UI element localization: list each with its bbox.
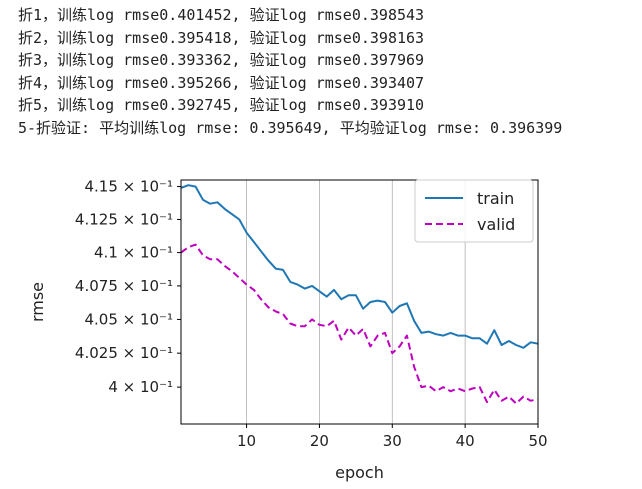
x-tick-label: 10 [237,432,256,450]
x-tick-label: 50 [528,432,547,450]
legend-box [414,179,534,243]
training-log: 折1，训练log rmse0.401452, 验证log rmse0.39854… [18,4,562,140]
log-line: 折5，训练log rmse0.392745, 验证log rmse0.39391… [18,96,425,115]
y-tick-label: 4.025 × 10⁻¹ [75,344,173,362]
y-axis-label: rmse [28,282,47,322]
legend: train valid [414,179,534,243]
legend-label-valid: valid [477,215,515,234]
x-tick-label: 40 [456,432,475,450]
y-tick-label: 4.125 × 10⁻¹ [75,210,173,228]
plot-frame [180,179,539,425]
y-tick-label: 4 × 10⁻¹ [108,378,173,396]
log-line: 折4，训练log rmse0.395266, 验证log rmse0.39340… [18,73,425,92]
y-tick-label: 4.15 × 10⁻¹ [84,178,173,196]
x-tick-label: 20 [310,432,329,450]
log-line: 折3，训练log rmse0.393362, 验证log rmse0.39796… [18,51,425,70]
log-line: 折2，训练log rmse0.395418, 验证log rmse0.39816… [18,28,425,47]
y-tick-label: 4.1 × 10⁻¹ [94,244,173,262]
series-line-train [180,184,539,349]
log-line: 5-折验证: 平均训练log rmse: 0.395649, 平均验证log r… [18,118,563,137]
x-tick-label: 30 [383,432,402,450]
x-axis-ticks: 10 20 30 40 50 [237,424,548,450]
y-tick-label: 4.05 × 10⁻¹ [84,310,173,328]
series-line-valid [180,243,539,405]
rmse-line-chart: 10 20 30 40 50 4 × 10⁻¹ 4.025 × 10⁻¹ 4.05 × 10… [28,178,548,482]
x-axis-label: epoch [335,463,384,482]
y-axis-ticks: 4 × 10⁻¹ 4.025 × 10⁻¹ 4.05 × 10⁻¹ 4.075 × 1… [75,178,181,396]
legend-label-train: train [477,189,514,208]
y-tick-label: 4.075 × 10⁻¹ [75,277,173,295]
log-line: 折1，训练log rmse0.401452, 验证log rmse0.39854… [18,6,425,24]
series-lines [180,184,539,405]
